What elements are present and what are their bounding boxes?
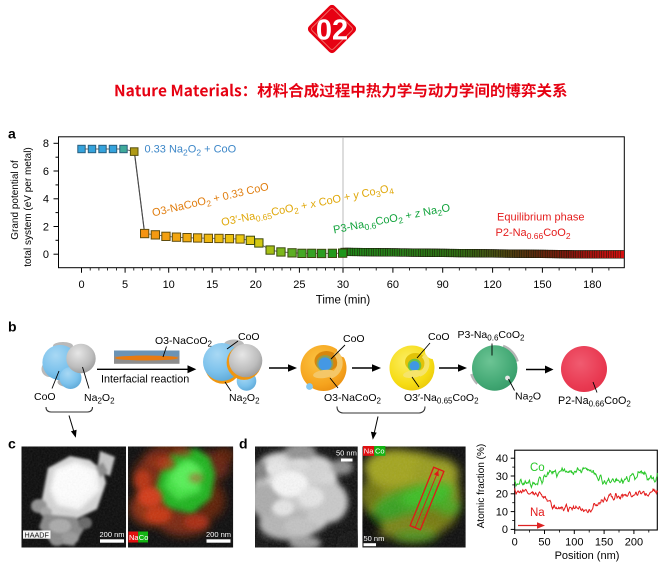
svg-text:Na: Na bbox=[364, 447, 374, 456]
svg-text:O3-NaCoO2​: O3-NaCoO2​ bbox=[324, 392, 382, 406]
svg-text:a: a bbox=[8, 126, 16, 142]
svg-text:02: 02 bbox=[316, 15, 348, 47]
svg-text:200 nm: 200 nm bbox=[206, 530, 231, 539]
svg-text:Na2​O: Na2​O bbox=[515, 391, 541, 405]
svg-text:Equilibrium phase: Equilibrium phase bbox=[497, 212, 584, 224]
svg-text:d: d bbox=[239, 436, 248, 452]
svg-text:CoO: CoO bbox=[34, 391, 56, 403]
svg-text:P2-Na0.66​CoO2​: P2-Na0.66​CoO2​ bbox=[558, 395, 631, 409]
svg-text:30: 30 bbox=[337, 279, 349, 291]
svg-text:200 nm: 200 nm bbox=[100, 530, 125, 539]
svg-text:5: 5 bbox=[122, 279, 128, 291]
svg-text:4: 4 bbox=[43, 194, 49, 206]
svg-text:10: 10 bbox=[163, 279, 175, 291]
svg-text:Na: Na bbox=[530, 507, 545, 519]
svg-text:c: c bbox=[8, 436, 16, 452]
svg-text:P3-Na0.6​CoO2​: P3-Na0.6​CoO2​ bbox=[458, 329, 525, 343]
svg-text:CoO: CoO bbox=[343, 333, 365, 345]
svg-text:25: 25 bbox=[293, 279, 305, 291]
svg-text:O3′-Na0.65​CoO2​: O3′-Na0.65​CoO2​ bbox=[404, 392, 479, 406]
svg-text:50: 50 bbox=[538, 537, 550, 549]
svg-text:100: 100 bbox=[565, 537, 583, 549]
svg-text:Atomic fraction (%): Atomic fraction (%) bbox=[476, 444, 487, 528]
svg-text:8: 8 bbox=[43, 138, 49, 150]
svg-text:120: 120 bbox=[483, 279, 501, 291]
svg-text:20: 20 bbox=[250, 279, 262, 291]
svg-text:180: 180 bbox=[583, 279, 601, 291]
svg-text:total system (eV per metal): total system (eV per metal) bbox=[23, 147, 34, 266]
svg-text:6: 6 bbox=[43, 166, 49, 178]
svg-text:0: 0 bbox=[43, 249, 49, 261]
svg-text:40: 40 bbox=[496, 453, 508, 465]
svg-text:HAADF: HAADF bbox=[25, 530, 50, 539]
svg-text:0: 0 bbox=[502, 524, 508, 536]
svg-text:50 nm: 50 nm bbox=[336, 449, 357, 458]
svg-text:200: 200 bbox=[625, 537, 643, 549]
svg-text:30: 30 bbox=[496, 471, 508, 483]
svg-text:O3-NaCoO2​: O3-NaCoO2​ bbox=[155, 335, 213, 349]
svg-text:50 nm: 50 nm bbox=[364, 534, 385, 543]
svg-text:15: 15 bbox=[206, 279, 218, 291]
svg-text:CoO: CoO bbox=[238, 331, 260, 343]
svg-text:CoO: CoO bbox=[428, 331, 450, 343]
svg-text:2: 2 bbox=[43, 221, 49, 233]
svg-text:20: 20 bbox=[496, 489, 508, 501]
svg-text:Time (min): Time (min) bbox=[316, 295, 371, 307]
svg-text:Na2​O2​: Na2​O2​ bbox=[229, 392, 260, 406]
svg-text:Co: Co bbox=[139, 533, 149, 542]
svg-text:90: 90 bbox=[437, 279, 449, 291]
svg-text:0: 0 bbox=[512, 537, 518, 549]
svg-text:Interfacial reaction: Interfacial reaction bbox=[101, 373, 189, 385]
svg-text:b: b bbox=[8, 319, 17, 335]
svg-text:Na2​O2​: Na2​O2​ bbox=[84, 392, 115, 406]
svg-text:10: 10 bbox=[496, 506, 508, 518]
svg-text:0.33 Na2​O2​ + CoO: 0.33 Na2​O2​ + CoO bbox=[145, 144, 237, 158]
svg-text:Co: Co bbox=[375, 447, 385, 456]
svg-text:Position (nm): Position (nm) bbox=[555, 550, 620, 562]
svg-text:Na: Na bbox=[129, 533, 139, 542]
svg-text:150: 150 bbox=[533, 279, 551, 291]
svg-text:150: 150 bbox=[595, 537, 613, 549]
svg-text:0: 0 bbox=[78, 279, 84, 291]
svg-text:Grand potential of: Grand potential of bbox=[10, 160, 21, 240]
svg-text:P3-Na0.6​CoO2​ + z Na2​O: P3-Na0.6​CoO2​ + z Na2​O bbox=[332, 202, 452, 238]
svg-text:Co: Co bbox=[530, 462, 545, 474]
svg-text:60: 60 bbox=[387, 279, 399, 291]
svg-text:P2-Na0.66​CoO2​: P2-Na0.66​CoO2​ bbox=[496, 227, 571, 241]
